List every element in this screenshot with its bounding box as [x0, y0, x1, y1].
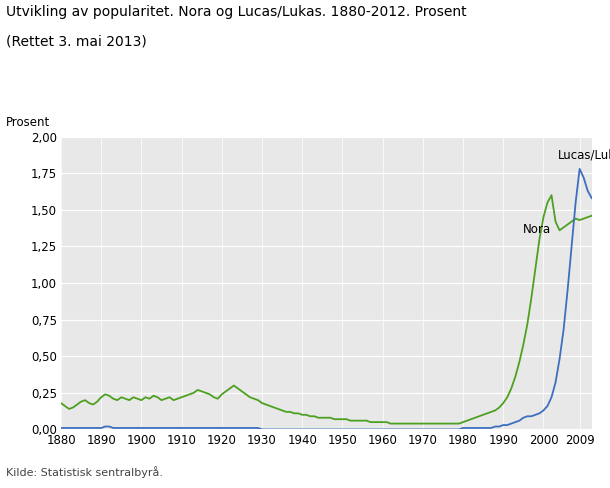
Text: Nora: Nora — [523, 223, 551, 236]
Text: (Rettet 3. mai 2013): (Rettet 3. mai 2013) — [6, 34, 147, 48]
Text: Lucas/Lukas: Lucas/Lukas — [558, 148, 610, 162]
Text: Utvikling av popularitet. Nora og Lucas/Lukas. 1880-2012. Prosent: Utvikling av popularitet. Nora og Lucas/… — [6, 5, 467, 19]
Text: Prosent: Prosent — [6, 116, 51, 129]
Text: Kilde: Statistisk sentralbyrå.: Kilde: Statistisk sentralbyrå. — [6, 467, 163, 478]
